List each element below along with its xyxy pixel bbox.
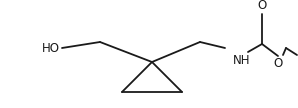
Text: HO: HO <box>42 41 60 55</box>
Text: O: O <box>257 0 267 12</box>
Text: NH: NH <box>233 54 251 67</box>
Text: O: O <box>273 57 283 70</box>
